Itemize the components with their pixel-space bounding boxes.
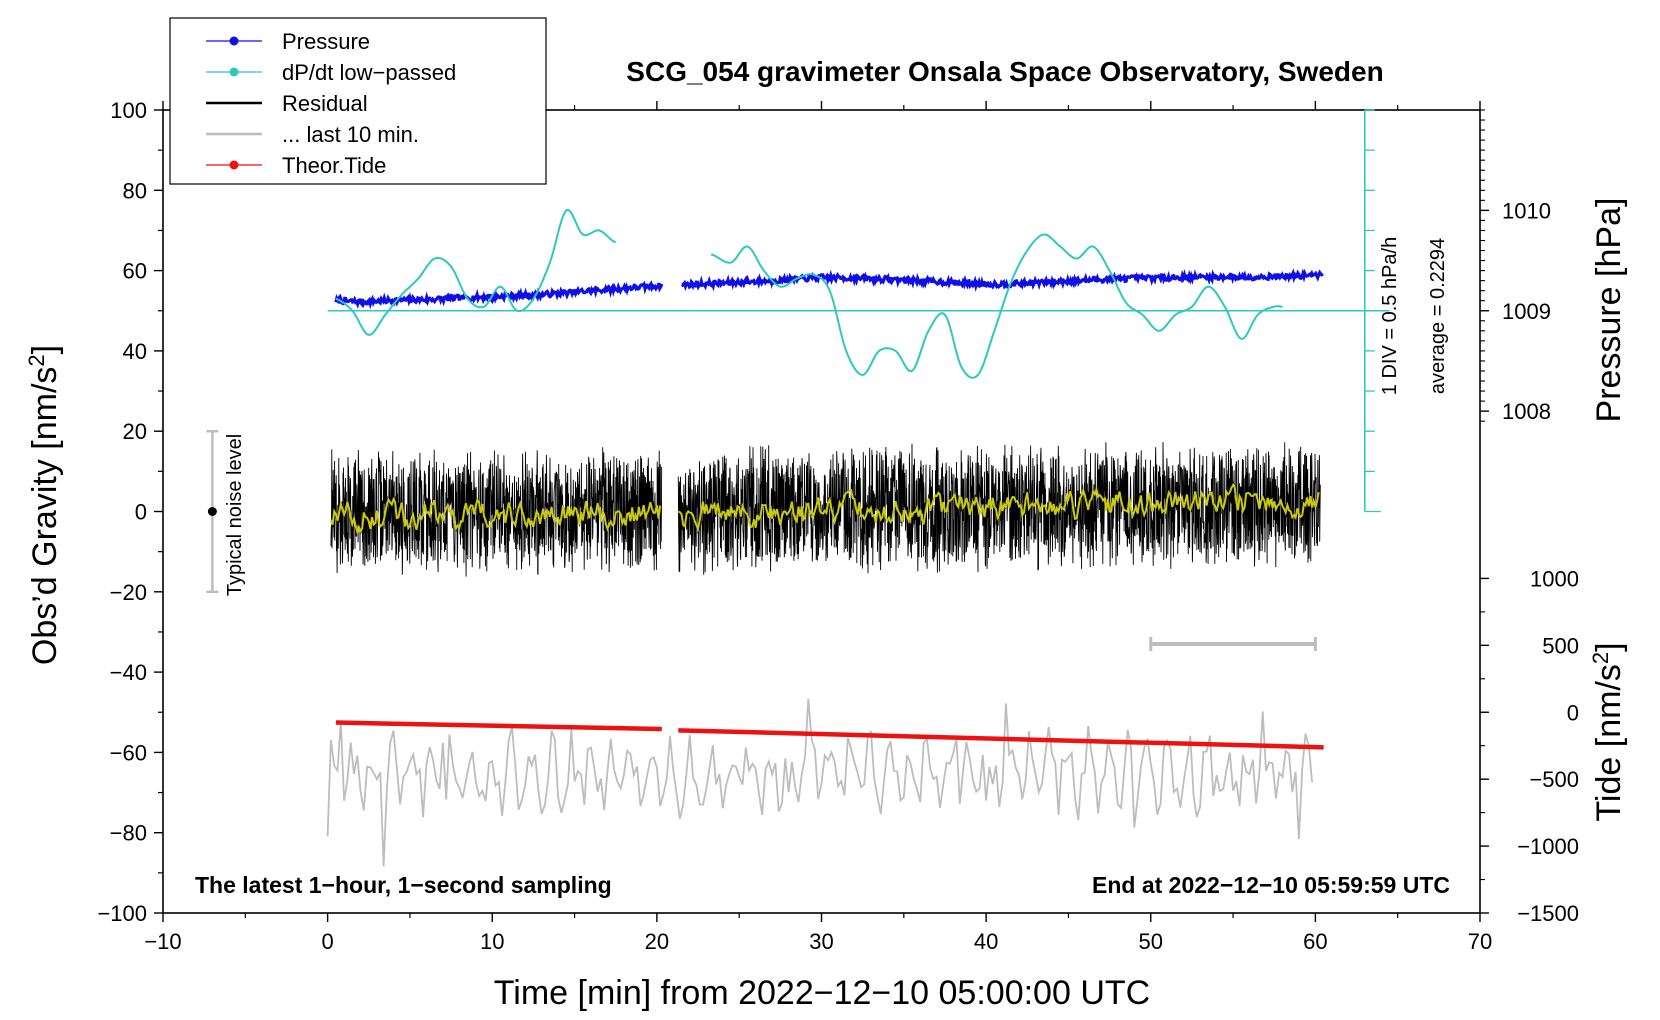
legend-item-label: Residual — [282, 91, 368, 116]
y-tick-label: 60 — [123, 259, 147, 284]
pressure-line — [334, 280, 664, 310]
y-tick-label: 80 — [123, 178, 147, 203]
legend: Pressure dP/dt low−passed Residual ... last… — [169, 17, 547, 185]
legend-item-marker — [229, 36, 239, 46]
left-axis-ticks: −100 −80 −60 −40 −20 0 20 40 60 80 100 — [97, 98, 163, 926]
legend-item-label: dP/dt low−passed — [282, 60, 456, 85]
noise-level-label: Typical noise level — [224, 434, 246, 596]
x-tick-label: 50 — [1139, 929, 1163, 954]
pressure-line — [681, 268, 1324, 292]
x-tick-label: 10 — [480, 929, 504, 954]
tide-axis-title: Tide [nm/s2] — [1588, 642, 1628, 821]
tide-line — [678, 728, 1324, 750]
chart-title: SCG_054 gravimeter Onsala Space Observat… — [626, 56, 1383, 87]
tide-tick-label: 500 — [1542, 633, 1579, 658]
x-tick-label: 60 — [1303, 929, 1327, 954]
y-axis-title-end: ] — [26, 345, 64, 354]
pressure-tick-label: 1009 — [1502, 299, 1551, 324]
tide-tick-label: 1000 — [1530, 566, 1579, 591]
tide-axis-title-end: ] — [1590, 642, 1628, 651]
annotation-layer — [206, 109, 1390, 651]
legend-item-label: ... last 10 min. — [282, 122, 419, 147]
tide-axis-title-sup: 2 — [1588, 652, 1613, 664]
x-axis-ticks: −10 0 10 20 30 40 50 60 70 — [144, 101, 1492, 954]
tide-tick-label: 0 — [1567, 700, 1579, 725]
y-tick-label: −100 — [97, 901, 147, 926]
residual-line — [330, 447, 663, 577]
y-tick-label: −40 — [110, 660, 147, 685]
legend-item-marker — [229, 160, 239, 170]
dpdt-div-label: 1 DIV = 0.5 hPa/h — [1379, 237, 1401, 395]
legend-item-label: Pressure — [282, 29, 370, 54]
pressure-axis-title: Pressure [hPa] — [1590, 198, 1628, 423]
pressure-tick-label: 1010 — [1502, 198, 1551, 223]
tide-tick-label: −1500 — [1517, 901, 1579, 926]
noise-center-dot — [207, 507, 217, 516]
x-tick-label: 40 — [974, 929, 998, 954]
legend-item-label: Theor.Tide — [282, 153, 386, 178]
legend-item-marker — [229, 67, 239, 77]
y-axis-title: Obs’d Gravity [nm/s2] — [24, 345, 64, 665]
tide-line — [335, 720, 662, 732]
pressure-tick-label: 1008 — [1502, 399, 1551, 424]
x-axis-title: Time [min] from 2022−12−10 05:00:00 UTC — [494, 974, 1150, 1012]
tide-tick-label: −500 — [1529, 767, 1579, 792]
right-axis-ticks: 1008 1009 1010 −1500 −1000 −500 0 500 1000 — [1480, 109, 1579, 926]
y-tick-label: 0 — [135, 500, 147, 525]
footer-sampling-note: The latest 1−hour, 1−second sampling — [195, 872, 612, 898]
series-layer — [326, 208, 1324, 867]
y-axis-title-sup: 2 — [24, 354, 49, 366]
y-tick-label: −20 — [110, 580, 147, 605]
x-tick-label: 20 — [645, 929, 669, 954]
dpdt-line — [335, 208, 617, 336]
y-tick-label: 100 — [110, 98, 147, 123]
tide-axis-title-main: Tide [nm/s — [1590, 664, 1628, 821]
footer-end-time: End at 2022−12−10 05:59:59 UTC — [1092, 872, 1450, 898]
y-tick-label: 40 — [123, 339, 147, 364]
dpdt-line — [710, 233, 1283, 379]
x-tick-label: −10 — [144, 929, 181, 954]
x-tick-label: 30 — [809, 929, 833, 954]
y-tick-label: −80 — [110, 821, 147, 846]
x-tick-label: 0 — [322, 929, 334, 954]
y-tick-label: 20 — [123, 419, 147, 444]
residual-smoothed-line — [677, 482, 1320, 533]
dpdt-average-label: average = 0.2294 — [1427, 238, 1449, 394]
y-axis-title-main: Obs’d Gravity [nm/s — [26, 367, 64, 666]
y-tick-label: −60 — [110, 740, 147, 765]
tide-tick-label: −1000 — [1517, 834, 1579, 859]
legend-box — [169, 17, 547, 185]
residual-smoothed-line — [329, 496, 662, 536]
x-tick-label: 70 — [1468, 929, 1492, 954]
